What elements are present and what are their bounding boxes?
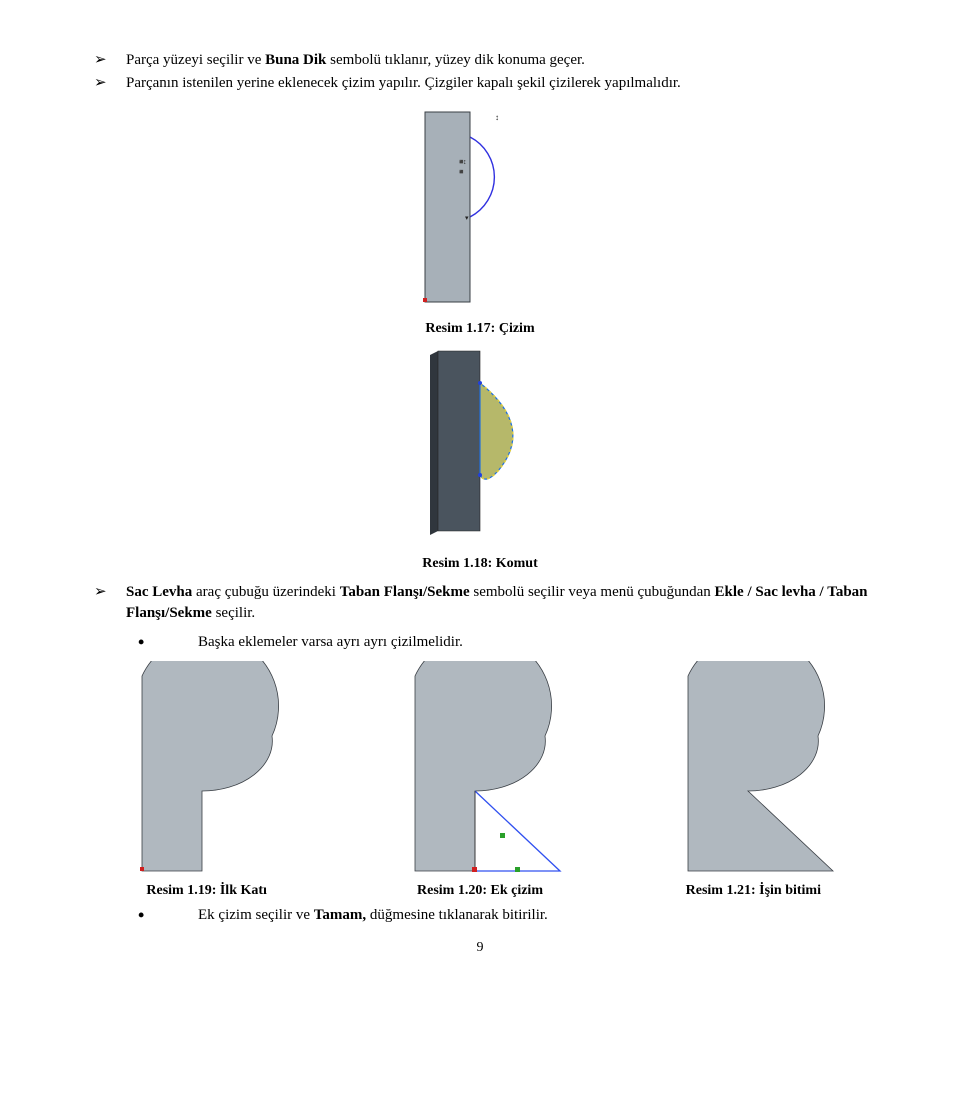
text: Parça yüzeyi seçilir ve bbox=[126, 52, 265, 68]
bold-text: Taban Flanşı/Sekme bbox=[340, 584, 470, 600]
text: düğmesine tıklanarak bitirilir. bbox=[366, 907, 548, 923]
text: sembolü seçilir veya menü çubuğundan bbox=[470, 584, 715, 600]
top-bullet-list: Parça yüzeyi seçilir ve Buna Dik sembolü… bbox=[94, 50, 890, 94]
bold-text: Tamam, bbox=[314, 907, 366, 923]
figure-row bbox=[70, 661, 890, 881]
dot-item: Başka eklemeler varsa ayrı ayrı çizilmel… bbox=[138, 632, 890, 653]
figure-1-18-svg bbox=[400, 347, 560, 547]
figure-1-17-svg: ↕ ◾ ↕ ◾ ▾ bbox=[395, 102, 565, 312]
caption-1-18: Resim 1.18: Komut bbox=[70, 556, 890, 572]
caption-1-19: Resim 1.19: İlk Katı bbox=[70, 883, 343, 899]
text: Başka eklemeler varsa ayrı ayrı çizilmel… bbox=[198, 634, 463, 650]
bold-text: Sac Levha bbox=[126, 584, 192, 600]
svg-text:▾: ▾ bbox=[465, 214, 469, 222]
bullet-item: Sac Levha araç çubuğu üzerindeki Taban F… bbox=[94, 582, 890, 624]
mid-bullet-list: Sac Levha araç çubuğu üzerindeki Taban F… bbox=[94, 582, 890, 624]
text: araç çubuğu üzerindeki bbox=[192, 584, 339, 600]
bottom-dot-list: Ek çizim seçilir ve Tamam, düğmesine tık… bbox=[138, 905, 890, 926]
figure-1-20 bbox=[343, 661, 616, 881]
text: seçilir. bbox=[212, 605, 255, 621]
figure-1-21 bbox=[617, 661, 890, 881]
caption-1-21: Resim 1.21: İşin bitimi bbox=[617, 883, 890, 899]
caption-1-17: Resim 1.17: Çizim bbox=[70, 321, 890, 337]
text: Parçanın istenilen yerine eklenecek çizi… bbox=[126, 75, 681, 91]
page-number: 9 bbox=[70, 940, 890, 956]
bold-text: Buna Dik bbox=[265, 52, 326, 68]
mid-dot-list: Başka eklemeler varsa ayrı ayrı çizilmel… bbox=[138, 632, 890, 653]
bullet-item: Parçanın istenilen yerine eklenecek çizi… bbox=[94, 73, 890, 94]
text: Ek çizim seçilir ve bbox=[198, 907, 314, 923]
figure-1-18 bbox=[70, 347, 890, 552]
svg-text:↕: ↕ bbox=[463, 158, 467, 166]
caption-1-20: Resim 1.20: Ek çizim bbox=[343, 883, 616, 899]
text: sembolü tıklanır, yüzey dik konuma geçer… bbox=[326, 52, 585, 68]
bullet-item: Parça yüzeyi seçilir ve Buna Dik sembolü… bbox=[94, 50, 890, 71]
svg-text:◾: ◾ bbox=[457, 168, 466, 176]
caption-row: Resim 1.19: İlk Katı Resim 1.20: Ek çizi… bbox=[70, 883, 890, 899]
figure-1-19 bbox=[70, 661, 343, 881]
dot-item: Ek çizim seçilir ve Tamam, düğmesine tık… bbox=[138, 905, 890, 926]
figure-1-17: ↕ ◾ ↕ ◾ ▾ bbox=[70, 102, 890, 317]
svg-text:↕: ↕ bbox=[495, 113, 499, 122]
